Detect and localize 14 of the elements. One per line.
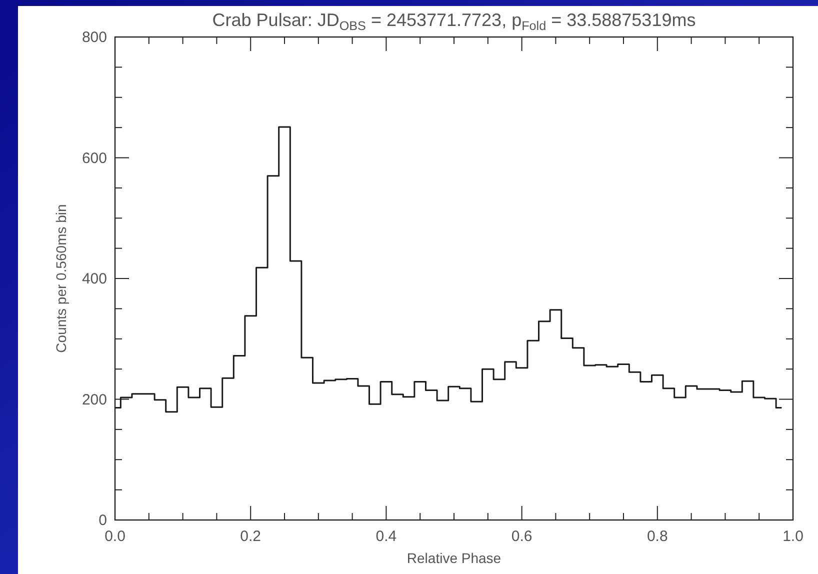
x-tick-label: 0.4 [376, 528, 397, 545]
y-tick-label: 400 [82, 270, 107, 288]
y-axis-title: Counts per 0.560ms bin [53, 204, 69, 353]
y-tick-label: 0 [98, 512, 107, 529]
y-tick-label: 200 [82, 391, 107, 408]
x-tick-label: 0.2 [240, 528, 262, 545]
x-tick-label: 0.0 [104, 528, 126, 545]
chart-title: Crab Pulsar: JD$_{OBS}$ = 2453771.7723, p$_{Fold}$ = 33.58875319ms [212, 10, 696, 33]
x-tick-label: 0.6 [511, 528, 532, 545]
x-tick-label: 0.8 [646, 528, 668, 545]
x-axis-title: Relative Phase [406, 550, 502, 566]
y-tick-label: 600 [82, 150, 107, 167]
x-tick-label: 1.0 [782, 528, 804, 545]
y-tick-label: 800 [82, 29, 107, 46]
